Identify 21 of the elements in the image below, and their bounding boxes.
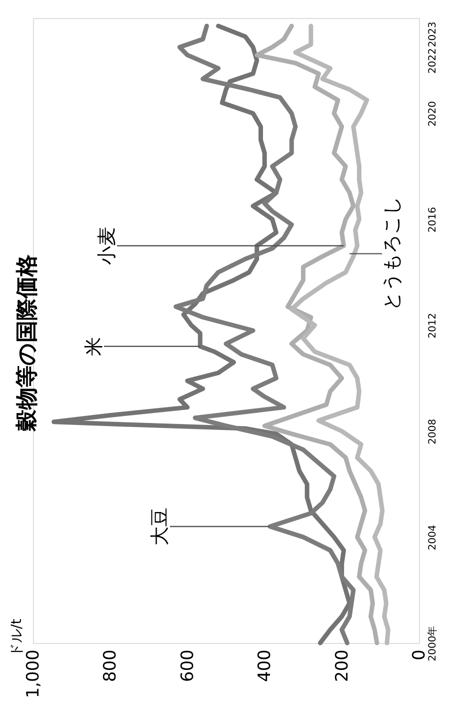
x-tick-label: 400 (255, 650, 276, 682)
text: ドル/t (9, 618, 25, 657)
x-tick-label: 1,000 (24, 650, 44, 698)
annotation: とうもろこし (381, 196, 403, 311)
x-tick-label: 0 (410, 650, 430, 660)
y-tick-label: 2004 (428, 524, 438, 550)
y-tick-label: 2016 (428, 207, 438, 232)
annotation: 小麦 (96, 226, 118, 265)
y-tick-label: 2020 (428, 101, 438, 127)
x-tick-label: 200 (332, 650, 352, 682)
x-tick-label: 600 (178, 650, 198, 682)
y-tick-label: 2000年 (426, 626, 438, 662)
annotation: 米 (83, 336, 105, 356)
line-series (52, 24, 352, 646)
y-tick-label: 2023 (428, 22, 438, 48)
annotation: 大豆 (149, 507, 171, 546)
y-tick-label: 2008 (428, 418, 438, 444)
text: 穀物等の国際価格 (15, 254, 40, 432)
x-tick-label: 800 (100, 650, 121, 682)
y-tick-label: 2022 (428, 48, 438, 74)
y-tick-label: 2012 (428, 312, 438, 338)
